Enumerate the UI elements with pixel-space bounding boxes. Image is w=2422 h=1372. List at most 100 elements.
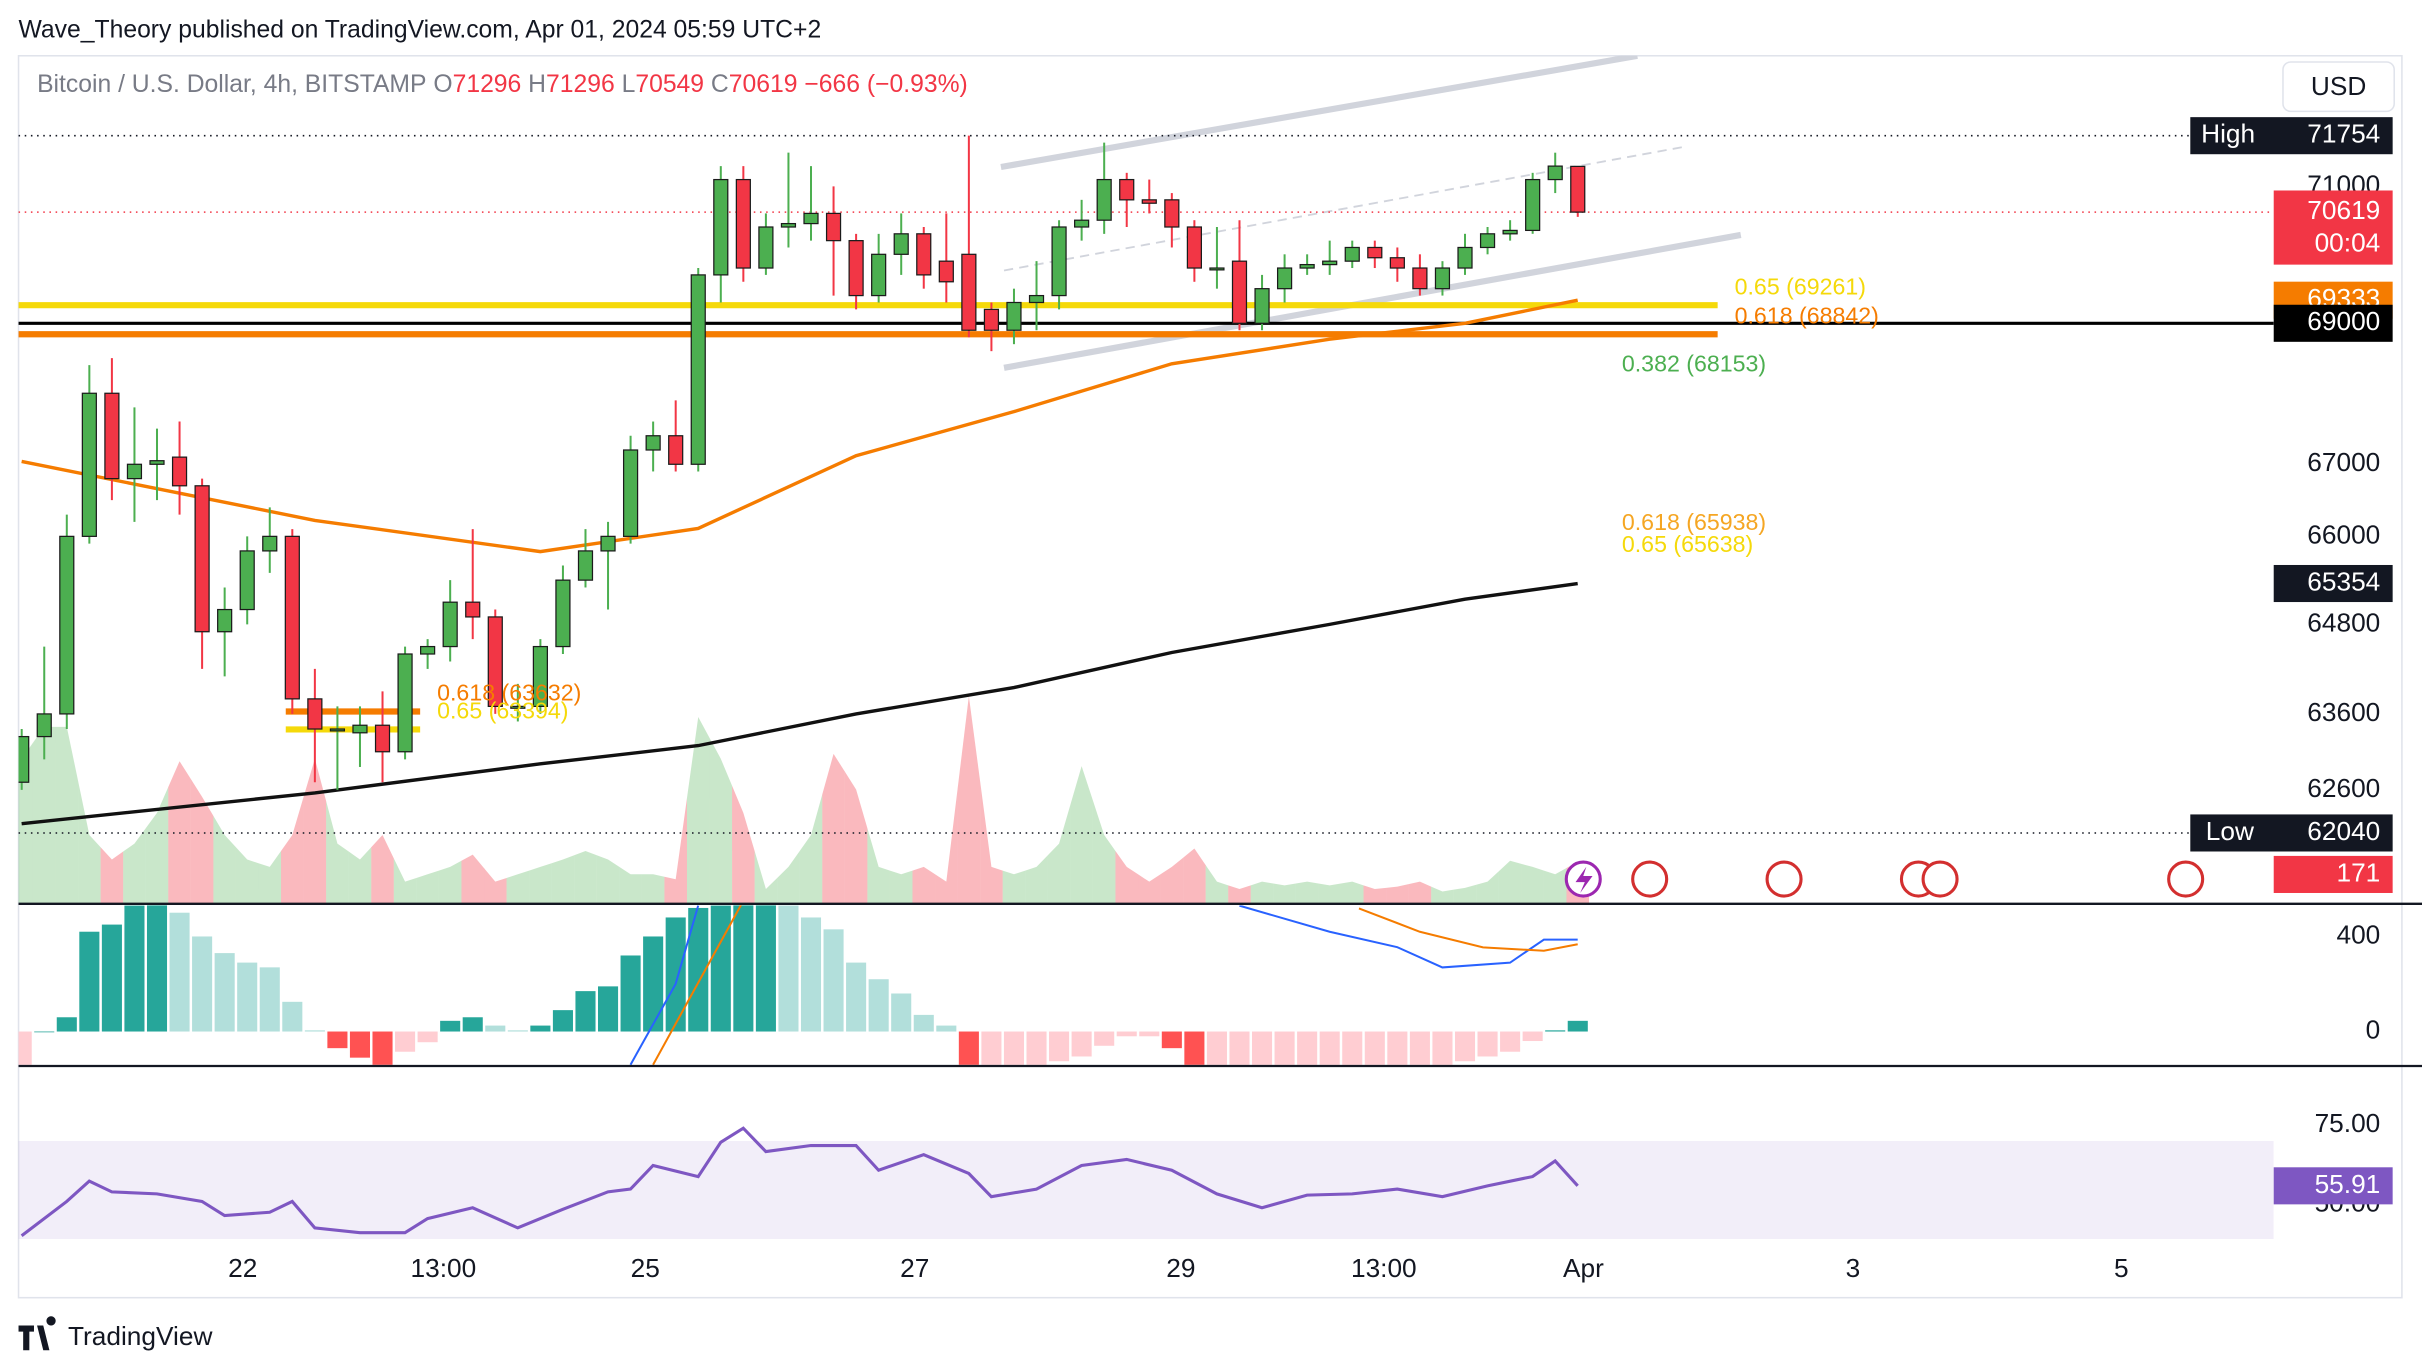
candle-body xyxy=(848,240,864,297)
macd-histogram-bar xyxy=(237,962,258,1032)
volume-area xyxy=(1138,874,1161,904)
volume-area xyxy=(1273,883,1296,904)
fib-label: 0.65 (69261) xyxy=(1735,273,1866,299)
volume-area xyxy=(371,834,394,904)
volume-area xyxy=(1002,870,1026,904)
macd-histogram-bar xyxy=(981,1031,1002,1065)
volume-area xyxy=(326,801,349,904)
fib-label: 0.618 (65938) xyxy=(1622,509,1766,535)
event-icon[interactable] xyxy=(2167,860,2205,898)
volume-area xyxy=(1047,804,1071,904)
volume-area xyxy=(281,796,304,904)
last-price-box xyxy=(2273,190,2393,265)
volume-area xyxy=(1476,871,1499,904)
rsi-last-box xyxy=(2273,1167,2393,1205)
candle-body xyxy=(1186,226,1202,269)
candle-body xyxy=(442,601,458,648)
candle-body xyxy=(1299,263,1315,269)
candle-body xyxy=(307,698,323,730)
countdown: 00:04 xyxy=(2315,227,2381,257)
fib-label: 0.382 (68153) xyxy=(1622,351,1766,377)
volume-area xyxy=(889,870,913,904)
candle-body xyxy=(465,601,481,618)
candle-body xyxy=(262,535,278,552)
ohlc-value: 71296 xyxy=(546,71,615,98)
candle-body xyxy=(1412,267,1428,290)
macd-histogram-bar xyxy=(18,1031,32,1065)
macd-histogram-bar xyxy=(1274,1031,1295,1065)
volume-area xyxy=(55,726,79,904)
candle-body xyxy=(487,616,503,708)
event-icon[interactable] xyxy=(1631,860,1669,898)
macd-histogram-bar xyxy=(440,1020,461,1032)
volume-area xyxy=(1295,881,1319,904)
volume-area xyxy=(709,737,733,904)
candle-body xyxy=(1028,294,1045,304)
rsi-band xyxy=(18,1141,2274,1239)
volume-area xyxy=(1228,885,1251,904)
price-pane xyxy=(18,134,2274,904)
volume-area xyxy=(980,781,1003,904)
volume-area xyxy=(484,868,507,904)
ohlc-value: 70549 xyxy=(635,71,704,98)
candle-body xyxy=(938,260,954,283)
candle-body xyxy=(284,535,300,700)
volume-area xyxy=(1408,881,1432,904)
candle-body xyxy=(1457,246,1473,269)
volume-area xyxy=(754,850,778,904)
candle-body xyxy=(104,392,120,480)
macd-histogram-bar xyxy=(1003,1031,1025,1065)
volume-area xyxy=(1250,881,1274,904)
rsi-last: 55.91 xyxy=(2315,1169,2381,1199)
candle-body xyxy=(1276,267,1293,290)
macd-histogram-bar xyxy=(259,967,280,1032)
macd-line xyxy=(629,905,1578,1066)
volume-area xyxy=(348,847,372,904)
candle-body xyxy=(668,435,684,465)
candle-body xyxy=(961,253,977,331)
candle-body xyxy=(1096,178,1112,221)
volume-area xyxy=(641,874,665,904)
candle-body xyxy=(1525,178,1541,232)
volume-area xyxy=(123,828,146,904)
volume-area xyxy=(1092,800,1116,904)
currency[interactable]: USD xyxy=(2311,71,2366,101)
event-icon[interactable] xyxy=(1921,860,1959,898)
candle-body xyxy=(1344,246,1360,262)
macd-histogram-bar xyxy=(1409,1031,1430,1065)
macd-histogram-bar xyxy=(575,991,596,1032)
candle-body xyxy=(18,735,30,783)
candle-body xyxy=(36,713,52,738)
macd-histogram-bar xyxy=(1206,1031,1227,1065)
channel-lower xyxy=(1003,231,1742,371)
volume-last: 171 xyxy=(2336,857,2380,887)
x-tick-label: 5 xyxy=(2114,1253,2129,1283)
macd-histogram-bar xyxy=(1071,1031,1092,1057)
candle-body xyxy=(622,449,639,537)
candle-body xyxy=(1322,260,1338,266)
macd-histogram-bar xyxy=(552,1010,573,1032)
volume-area xyxy=(32,726,56,904)
macd-histogram-bar xyxy=(710,905,731,1032)
event-icon[interactable] xyxy=(1765,860,1803,898)
candle-body xyxy=(352,724,368,734)
macd-histogram-bar xyxy=(620,955,641,1032)
y-tick-label: 67000 xyxy=(2307,447,2380,477)
volume-area xyxy=(78,780,101,904)
macd-histogram-bar xyxy=(1229,1031,1250,1065)
macd-histogram-bar xyxy=(1161,1031,1182,1049)
candle-body xyxy=(803,212,819,225)
ohlc-value: 70619 xyxy=(729,71,798,98)
y-tick-label: 62600 xyxy=(2307,773,2380,803)
y-tick-label: 66000 xyxy=(2307,519,2380,549)
currency-button[interactable] xyxy=(2282,61,2395,113)
macd-histogram-bar xyxy=(327,1031,348,1049)
candle-body xyxy=(555,579,571,648)
brand: TradingView xyxy=(18,1316,213,1351)
volume-area xyxy=(1521,863,1544,904)
volume-area xyxy=(935,788,958,904)
macd-histogram-bar xyxy=(665,917,686,1032)
macd-histogram-bar xyxy=(101,924,122,1032)
candle-body xyxy=(397,653,413,753)
moving-average xyxy=(21,298,1579,554)
